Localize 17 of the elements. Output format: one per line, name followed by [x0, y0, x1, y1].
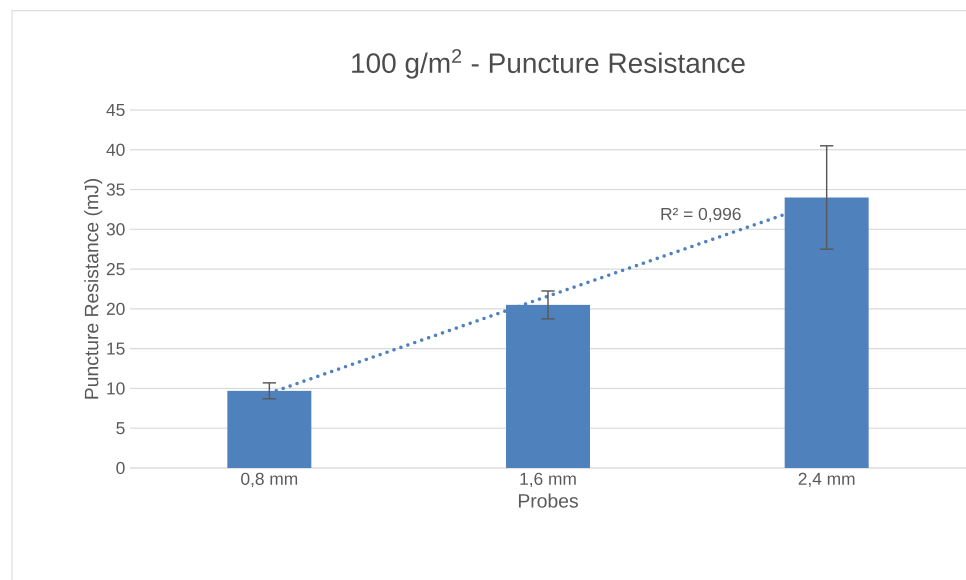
- x-tick-label: 2,4 mm: [798, 472, 854, 488]
- y-tick-label: 40: [106, 144, 125, 156]
- y-axis-title: Puncture Resistance (mJ): [84, 179, 102, 399]
- y-tick-label: 10: [107, 382, 125, 395]
- y-tick-label: 25: [106, 262, 125, 276]
- chart-title: 100 g/m$^{2}$ - Puncture Resistance: [352, 49, 745, 79]
- y-tick-label: 20: [106, 302, 125, 316]
- y-tick-label: 5: [116, 422, 125, 434]
- y-tick-label: 35: [106, 183, 125, 196]
- x-axis-title: Probes: [518, 494, 578, 508]
- y-tick-label: 15: [107, 342, 125, 355]
- y-tick-label: 0: [116, 462, 125, 474]
- y-tick-label: 45: [106, 104, 125, 116]
- y-tick-label: 30: [106, 223, 125, 236]
- x-tick-label: 0,8 mm: [241, 472, 298, 488]
- annotation: R² = 0,996: [661, 208, 741, 222]
- x-tick-label: 1,6 mm: [520, 472, 576, 488]
